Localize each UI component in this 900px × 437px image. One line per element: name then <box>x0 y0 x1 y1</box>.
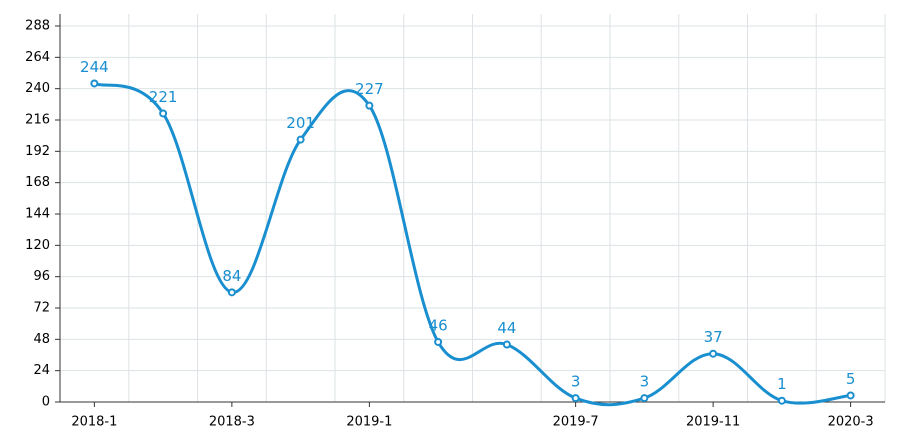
point <box>709 349 718 358</box>
x-tick-label: 2019-1 <box>346 415 392 430</box>
value-label: 46 <box>429 316 448 334</box>
value-label: 3 <box>640 373 650 391</box>
value-label: 5 <box>846 370 856 388</box>
value-label: 244 <box>80 58 109 76</box>
value-label: 201 <box>286 114 315 132</box>
point <box>571 394 580 403</box>
y-tick-label: 168 <box>25 175 50 190</box>
value-label: 84 <box>222 267 241 285</box>
x-tick-label: 2019-11 <box>686 415 740 430</box>
point <box>640 394 649 403</box>
line <box>93 82 851 407</box>
value-label: 37 <box>704 328 723 346</box>
point <box>90 79 99 88</box>
point <box>296 135 305 144</box>
point <box>227 288 236 297</box>
point <box>777 396 786 405</box>
y-tick-label: 96 <box>33 269 50 284</box>
y-tick-label: 264 <box>25 50 50 65</box>
point <box>434 337 443 346</box>
x-tick-label: 2018-3 <box>209 415 255 430</box>
y-tick-label: 192 <box>25 144 50 159</box>
value-label: 1 <box>777 375 787 393</box>
value-label: 221 <box>149 88 178 106</box>
x-tick-label: 2018-1 <box>71 415 117 430</box>
y-tick-label: 48 <box>33 332 50 347</box>
y-tick-label: 120 <box>25 238 50 253</box>
y-tick-label: 24 <box>33 363 50 378</box>
point <box>502 340 511 349</box>
y-tick-label: 0 <box>42 395 50 410</box>
y-tick-label: 72 <box>33 301 50 316</box>
x-tick-label: 2020-3 <box>828 415 874 430</box>
y-tick-label: 288 <box>25 19 50 34</box>
value-label: 3 <box>571 373 581 391</box>
x-tick-label: 2019-7 <box>553 415 599 430</box>
y-tick-label: 144 <box>25 207 50 222</box>
value-label: 227 <box>355 80 384 98</box>
point <box>365 101 374 110</box>
y-tick-label: 216 <box>25 113 50 128</box>
y-tick-label: 240 <box>25 81 50 96</box>
value-label: 44 <box>497 319 516 337</box>
point <box>846 391 855 400</box>
point <box>159 109 168 118</box>
